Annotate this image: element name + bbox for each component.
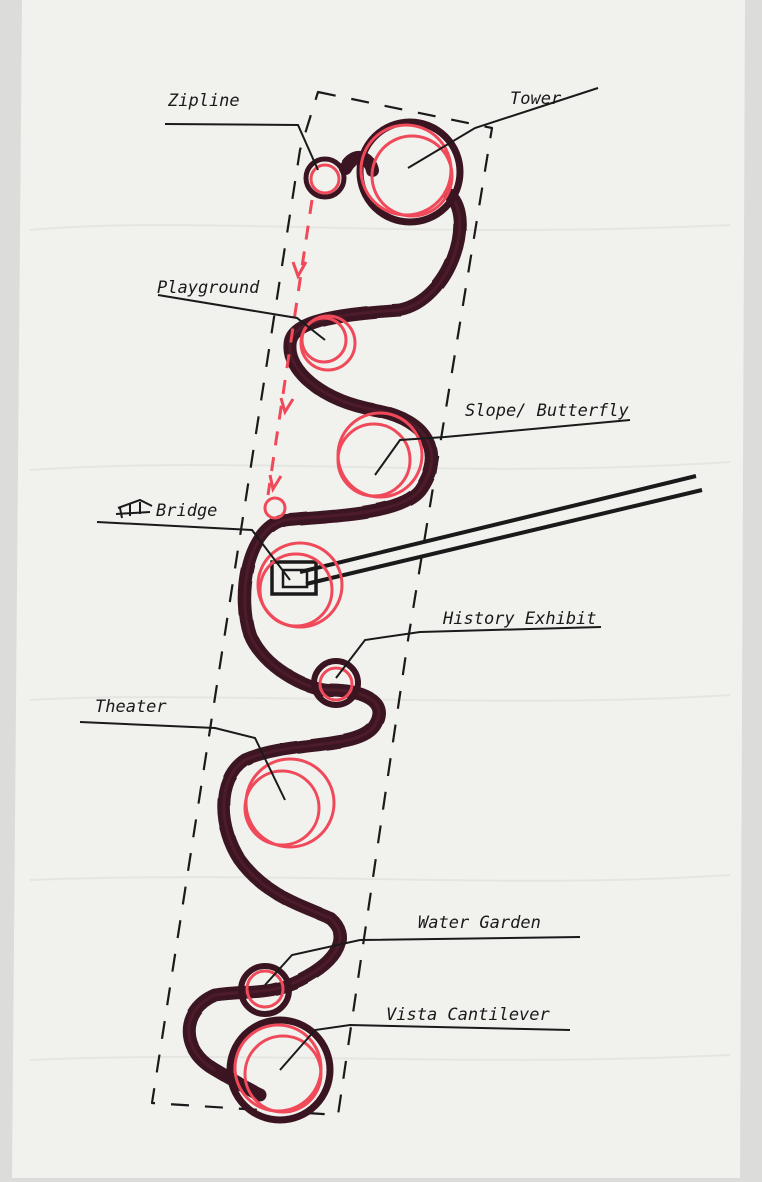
history-exhibit-node [311,658,361,708]
label-vista-cantilever: Vista Cantilever [386,1005,551,1025]
bridge-deck [270,474,703,596]
paper-sheet [12,0,745,1178]
label-zipline: Zipline [167,91,240,111]
label-tower: Tower [510,89,562,109]
bridge-sketch-icon [115,498,153,519]
slope-butterfly-node [336,411,424,499]
zipline-node [303,156,347,200]
playground-node [299,314,357,372]
bridge-node [256,541,344,629]
node-circles [226,118,464,1124]
label-theater: Theater [95,697,167,717]
water-garden-node [238,963,292,1017]
theater-node [243,757,336,849]
zipline-arrow [263,199,314,520]
site-boundary-dashed [150,90,494,1117]
tower-node [356,118,464,226]
label-playground: Playground [157,278,260,298]
label-water-garden: Water Garden [418,913,541,933]
winding-path-inner [187,193,462,1072]
label-history-exhibit: History Exhibit [442,609,597,629]
vista-cantilever-node [226,1016,334,1124]
label-bridge: Bridge [156,501,217,521]
label-slope-butterfly: Slope/ Butterfly [465,401,630,421]
leader-lines [79,87,631,1071]
